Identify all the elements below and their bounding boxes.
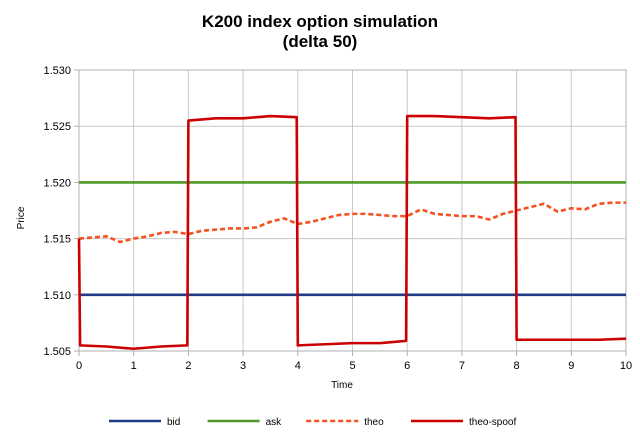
legend-label: theo: [364, 417, 384, 428]
legend-label: bid: [167, 417, 180, 428]
x-tick-label: 3: [240, 360, 246, 372]
legend-item-bid: bid: [109, 417, 180, 428]
y-tick-label: 1.510: [43, 290, 71, 302]
series-line-theo-spoof: [77, 114, 627, 351]
x-tick-label: 9: [568, 360, 574, 372]
series: [77, 114, 627, 351]
legend-label: theo-spoof: [469, 417, 516, 428]
y-tick-label: 1.530: [43, 65, 71, 77]
x-tick-label: 7: [459, 360, 465, 372]
legend: bid ask theo theo-spoof: [109, 417, 516, 428]
y-axis-label: Price: [16, 206, 27, 229]
legend-item-ask: ask: [207, 417, 283, 428]
grid: [74, 69, 627, 356]
y-tick-label: 1.505: [43, 346, 71, 358]
series-line-theo: [78, 201, 626, 244]
legend-item-theo-spoof: theo-spoof: [411, 417, 516, 428]
x-tick-label: 4: [295, 360, 301, 372]
x-tick-label: 0: [76, 360, 82, 372]
x-tick-label: 1: [131, 360, 137, 372]
plot-area: [78, 69, 627, 352]
x-tick-label: 2: [185, 360, 191, 372]
chart-subtitle: (delta 50): [283, 32, 358, 51]
tick-labels: 1.505 1.510 1.515 1.520 1.525 1.530 0 1 2 3 4 5 6 7 8 9…: [43, 65, 632, 372]
chart-title: K200 index option simulation: [202, 12, 438, 31]
y-tick-label: 1.515: [43, 234, 71, 246]
x-tick-label: 6: [404, 360, 410, 372]
y-tick-label: 1.520: [43, 177, 71, 189]
y-tick-label: 1.525: [43, 121, 71, 133]
x-tick-label: 5: [349, 360, 355, 372]
x-tick-label: 8: [514, 360, 520, 372]
legend-label: ask: [266, 417, 283, 428]
x-tick-label: 10: [620, 360, 632, 372]
legend-item-theo: theo: [306, 417, 384, 428]
x-axis-label: Time: [331, 380, 353, 391]
